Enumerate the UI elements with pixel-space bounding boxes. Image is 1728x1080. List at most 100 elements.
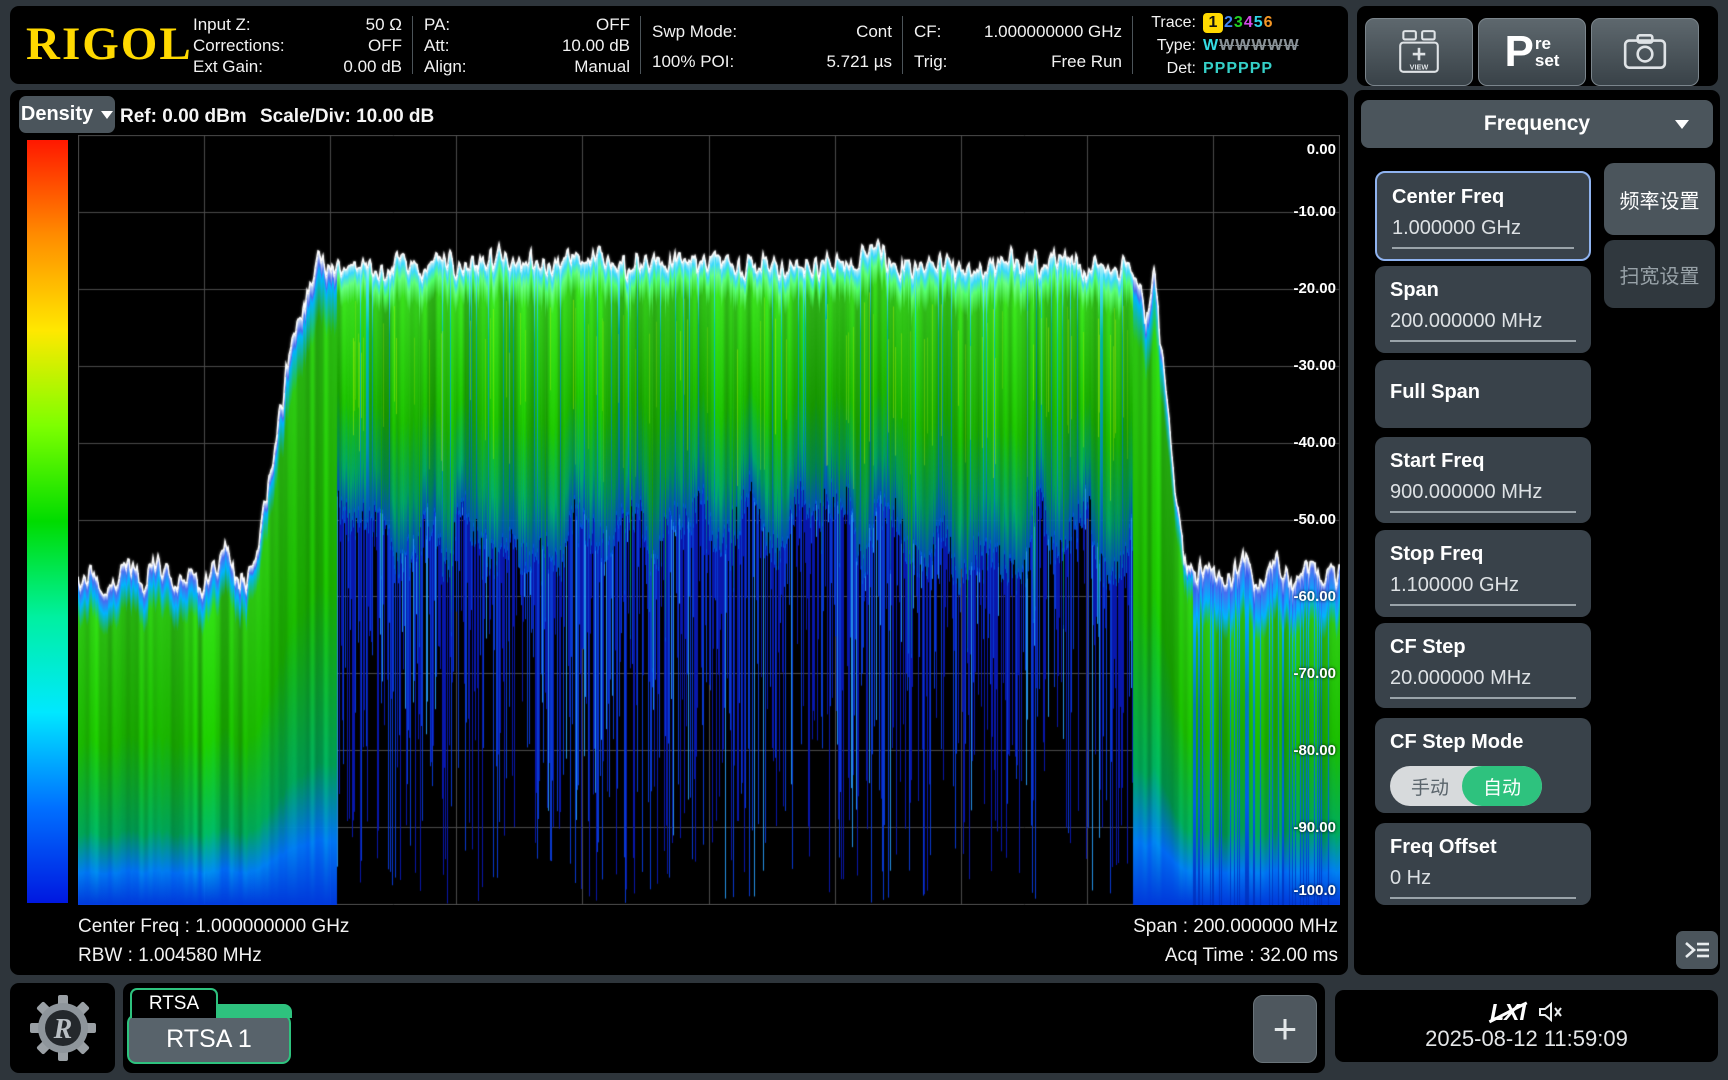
type-row-label: Type: [1156,36,1196,54]
tab-frequency-settings[interactable]: 频率设置 [1604,163,1715,235]
status-clock-panel: LXI 2025-08-12 11:59:09 [1335,990,1718,1062]
align-label: Align: [424,57,467,76]
frequency-menu-header[interactable]: Frequency [1361,100,1713,148]
camera-icon [1623,34,1667,69]
trace-number-3: 3 [1233,13,1243,31]
trace-detector: P [1203,59,1214,77]
ext-gain-value: 0.00 dB [343,57,402,76]
svg-text:R: R [53,1014,73,1045]
menu-item-center-freq[interactable]: Center Freq 1.000000 GHz [1375,171,1591,261]
poi-label: 100% POI: [652,52,735,71]
trace-status-block: Trace: 1 23456 Type: WWWWWW Det: PPPPPP [1144,11,1344,80]
ext-gain-label: Ext Gain: [193,57,263,76]
menu-item-span[interactable]: Span 200.000000 MHz [1375,266,1591,353]
trace-detector: P [1226,59,1238,77]
datetime-readout: 2025-08-12 11:59:09 [1425,1026,1628,1051]
mode-tab-label: RTSA [130,988,218,1018]
mode-taskbar-panel: RTSA RTSA 1 + [123,983,1325,1073]
density-colorbar [27,140,68,903]
trace-type: W [1267,36,1283,54]
top-status-bar: RIGOL Input Z: 50 Ω Corrections: OFF Ext G… [10,6,1348,84]
trace-type: W [1283,36,1299,54]
trace-detector: P [1214,59,1226,77]
chevron-down-icon [1675,119,1689,129]
trace-type: W [1203,36,1219,54]
att-label: Att: [424,36,450,55]
menu-item-freq-offset[interactable]: Freq Offset 0 Hz [1375,823,1591,905]
trace-detector: P [1238,59,1249,77]
quick-buttons-panel: VIEW P re set [1357,6,1718,86]
mode-tab-rtsa1[interactable]: RTSA 1 [127,1014,291,1064]
trace-detector: P [1249,59,1261,77]
align-value: Manual [574,57,630,76]
multi-view-button[interactable]: VIEW [1365,18,1473,86]
menu-item-full-span[interactable]: Full Span [1375,360,1591,428]
trace-detector: P [1261,59,1273,77]
trace-type: W [1219,36,1235,54]
menu-item-start-freq[interactable]: Start Freq 900.000000 MHz [1375,437,1591,523]
input-z-value: 50 Ω [365,15,402,34]
input-z-label: Input Z: [193,15,251,34]
trace-number-4: 4 [1243,13,1253,31]
swp-mode-label: Swp Mode: [652,22,738,41]
ref-level-readout[interactable]: Ref: 0.00 dBm [120,106,247,127]
tab-span-settings[interactable]: 扫宽设置 [1604,240,1715,308]
screenshot-button[interactable] [1591,18,1699,86]
footer-center-freq: Center Freq : 1.000000000 GHz [78,916,350,937]
menu-item-stop-freq[interactable]: Stop Freq 1.100000 GHz [1375,530,1591,617]
trace-type: W [1235,36,1251,54]
menu-expand-button[interactable] [1676,931,1718,969]
divider [412,16,413,74]
chevron-down-icon [101,110,114,119]
display-mode-dropdown[interactable]: Density [19,96,115,133]
scale-per-div-readout[interactable]: Scale/Div: 10.00 dB [260,106,435,127]
trig-label: Trig: [914,52,948,71]
det-row-label: Det: [1166,59,1196,77]
cf-trig-group: CF: 1.000000000 GHz Trig: Free Run [914,17,1122,77]
pa-value: OFF [596,15,630,34]
divider [902,16,903,74]
sweep-group: Swp Mode: Cont 100% POI: 5.721 µs [652,17,892,77]
spectrum-canvas [78,135,1340,905]
trace-number-2: 2 [1224,13,1233,31]
rigol-home-button[interactable]: R [28,993,98,1068]
swp-mode-value: Cont [856,22,892,41]
display-mode-label: Density [20,103,94,125]
multi-view-icon: VIEW [1399,30,1439,73]
spectrum-display-panel: Density Ref: 0.00 dBm Scale/Div: 10.00 d… [10,90,1348,975]
lxi-status-icon: LXI [1490,999,1526,1025]
cf-step-mode-toggle[interactable]: 手动 自动 [1390,766,1542,806]
menu-item-cf-step[interactable]: CF Step 20.000000 MHz [1375,623,1591,708]
footer-rbw: RBW : 1.004580 MHz [78,945,262,966]
att-value: 10.00 dB [561,36,630,55]
trig-value: Free Run [1051,52,1122,71]
trace-number-1: 1 [1203,12,1223,33]
trace-numbers: 1 23456 [1202,12,1273,33]
divider [1132,16,1133,74]
trace-number-6: 6 [1263,13,1273,31]
speaker-muted-icon [1538,1001,1562,1023]
poi-value: 5.721 µs [826,52,892,71]
pa-label: PA: [424,15,451,34]
trace-type: W [1251,36,1267,54]
prompt-menu-icon [1684,942,1709,958]
home-button-panel: R [10,983,115,1073]
frequency-menu-title: Frequency [1483,112,1591,135]
rigol-logo: RIGOL [26,18,193,70]
add-mode-button[interactable]: + [1253,995,1317,1063]
toggle-option-manual[interactable]: 手动 [1410,777,1449,799]
trace-types: WWWWWW [1202,37,1299,55]
toggle-option-auto[interactable]: 自动 [1462,766,1542,806]
trace-dets: PPPPPP [1202,60,1272,78]
cf-label: CF: [914,22,942,41]
cf-value: 1.000000000 GHz [984,22,1122,41]
view-button-text: VIEW [1410,63,1429,72]
corrections-label: Corrections: [193,36,285,55]
footer-span: Span : 200.000000 MHz [1133,916,1338,937]
preset-button[interactable]: P re set [1478,18,1586,86]
mode-tab-shoulder [214,1004,292,1018]
menu-item-cf-step-mode[interactable]: CF Step Mode 手动 自动 [1375,718,1591,813]
input-settings-group: Input Z: 50 Ω Corrections: OFF Ext Gain: 0.… [193,14,402,77]
trace-number-5: 5 [1253,13,1263,31]
